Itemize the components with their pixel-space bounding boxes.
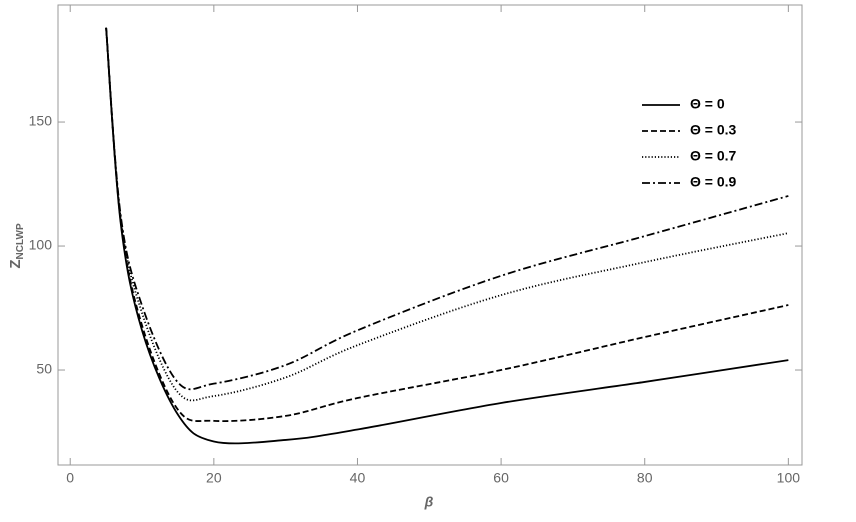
legend-label: Θ = 0.7 [690,148,737,164]
series-line [105,27,789,422]
x-tick-label: 100 [777,470,801,486]
x-axis-label: β [424,494,434,510]
legend-label: Θ = 0.3 [690,122,737,138]
x-tick-label: 0 [66,470,74,486]
y-tick-label: 150 [29,113,53,129]
x-tick-label: 60 [493,470,509,486]
legend-label: Θ = 0.9 [690,174,737,190]
y-label-sub: NCLWP [15,223,26,259]
plot-frame [57,4,803,466]
y-tick-label: 50 [36,361,52,377]
legend-label: Θ = 0 [690,96,725,112]
y-label-main: Z [7,259,24,268]
x-tick-label: 40 [350,470,366,486]
series-line [105,27,789,402]
x-tick-label: 20 [206,470,222,486]
x-tick-label: 80 [637,470,653,486]
series-line [105,27,789,391]
y-axis-label: ZNCLWP [7,223,26,269]
y-tick-label: 100 [29,237,53,253]
